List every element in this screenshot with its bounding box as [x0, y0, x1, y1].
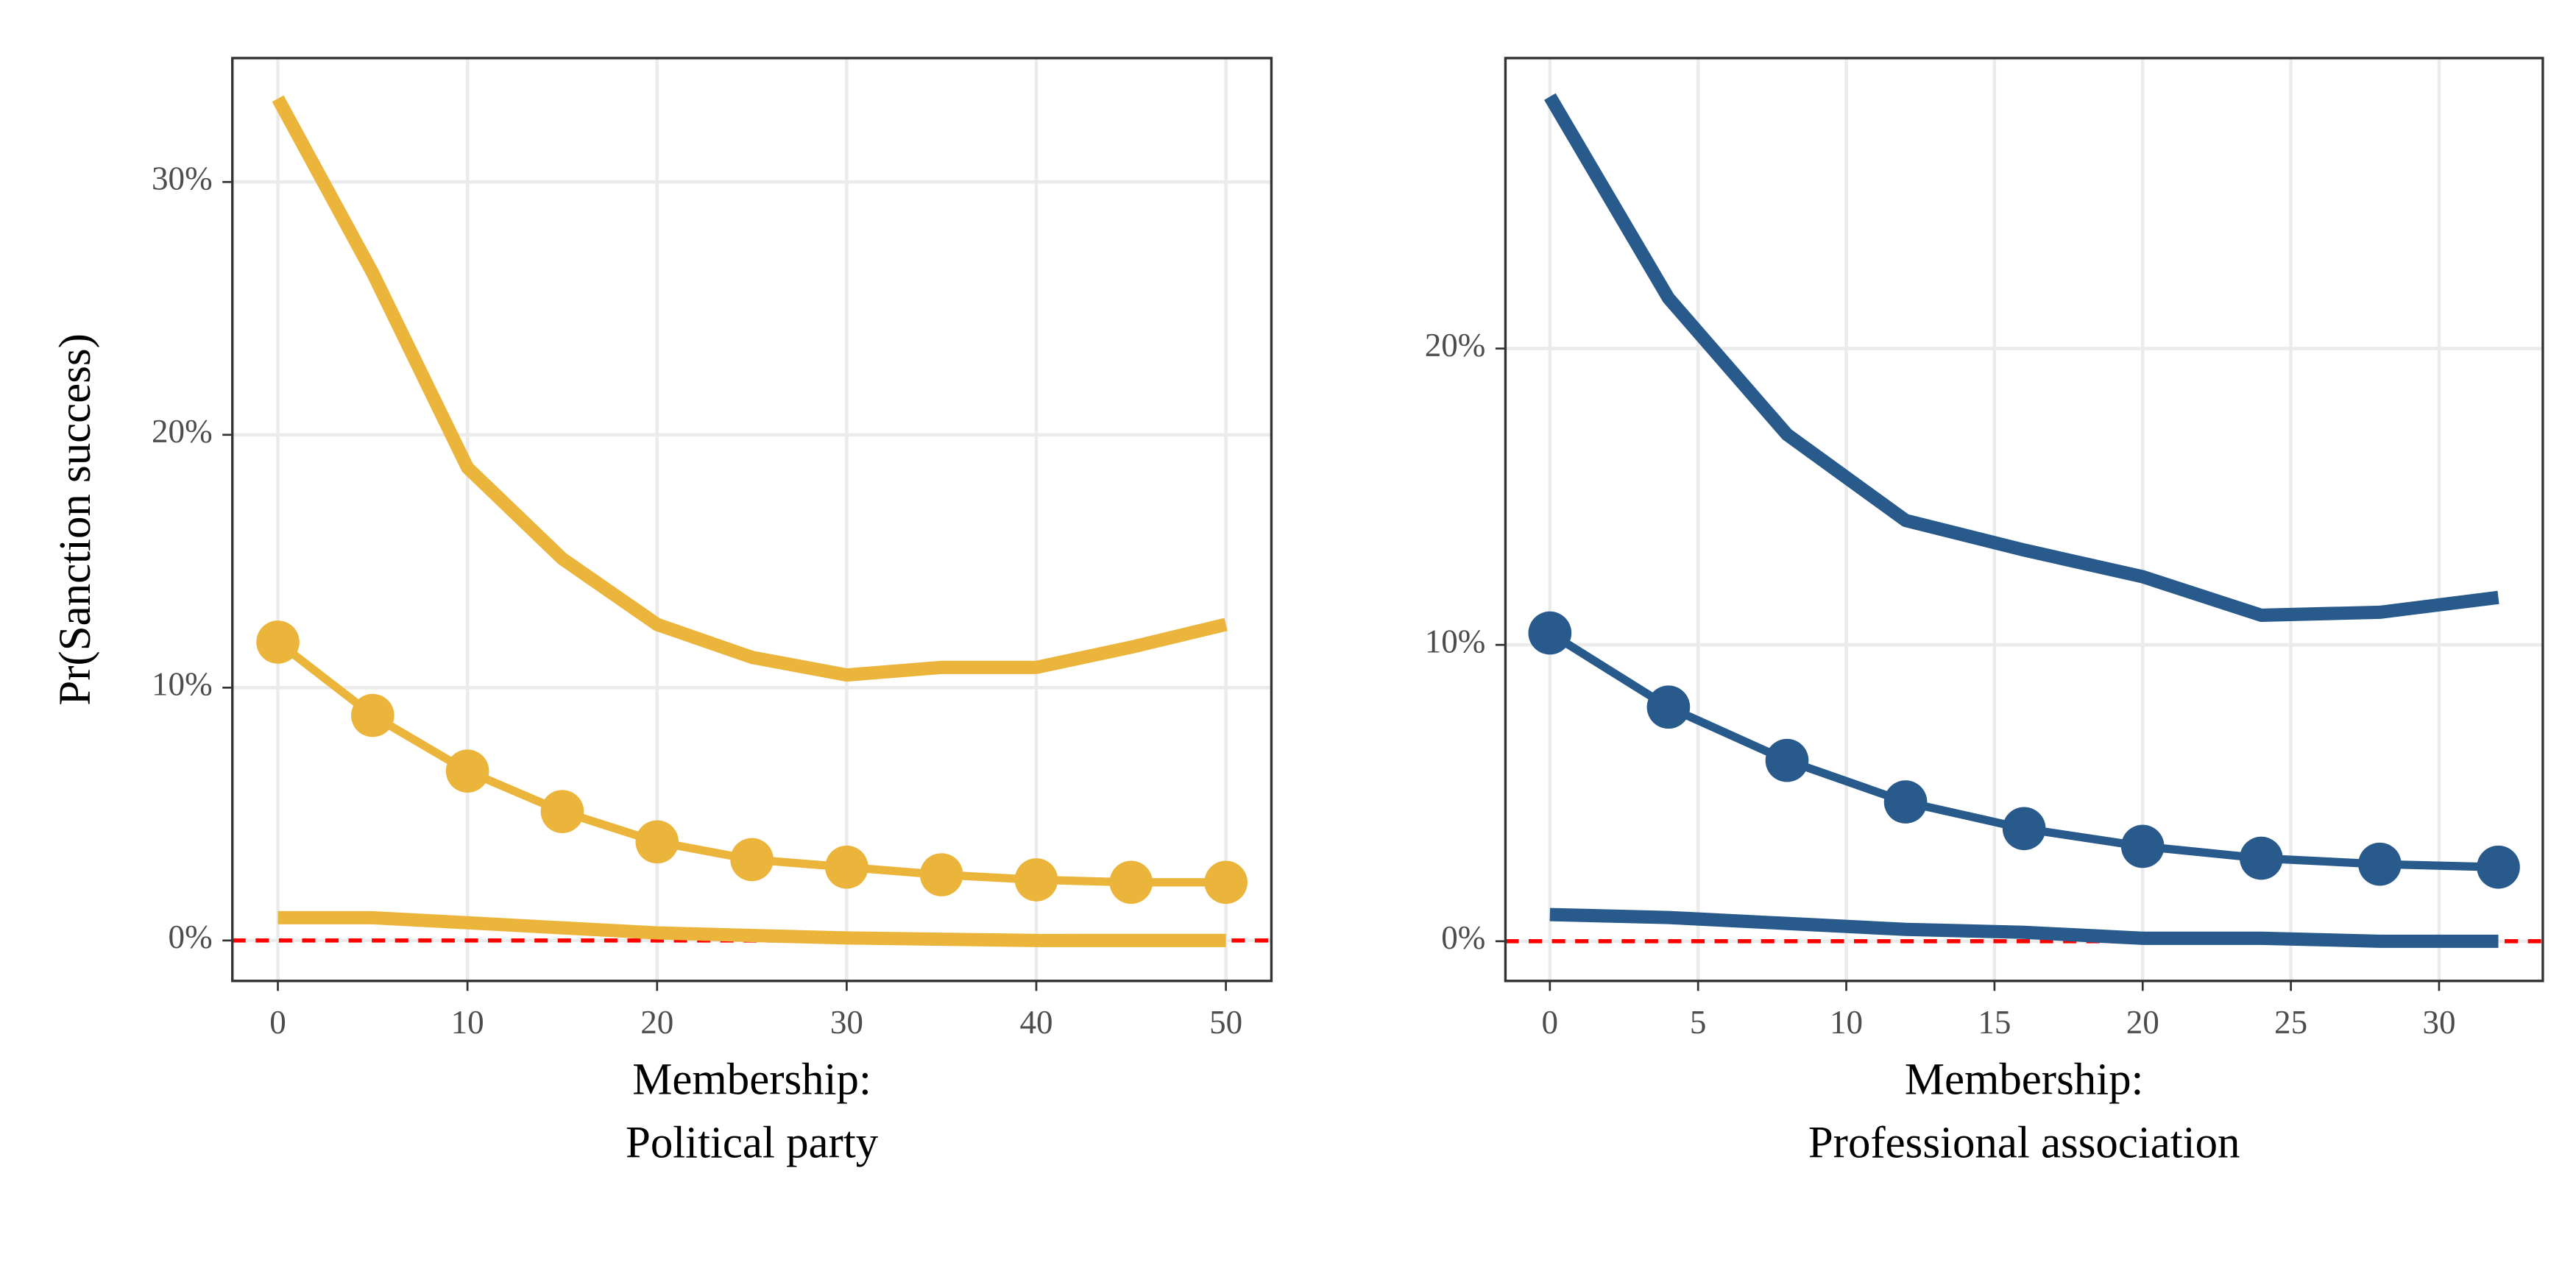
data-point: [1109, 860, 1153, 905]
panel: 0% 10% 20% 0 5 10 15 20 25 30 Membership: Professio…: [1425, 57, 2544, 1167]
plot-background: [232, 57, 1272, 981]
data-point: [1528, 611, 1572, 655]
x-tick-label: 50: [1209, 1004, 1242, 1041]
y-tick-label: 10%: [1425, 623, 1486, 660]
data-point: [256, 620, 300, 664]
series-line: [1549, 907, 2499, 948]
x-tick-label: 0: [1542, 1004, 1559, 1041]
series-line: [272, 95, 1228, 682]
data-point: [825, 845, 868, 889]
data-point: [540, 790, 584, 833]
plot-border: [231, 57, 1273, 983]
x-tick-label: 5: [1690, 1004, 1707, 1041]
x-tick-label: 30: [830, 1004, 863, 1041]
y-tick-label: 0%: [1441, 919, 1485, 956]
x-tick-label: 40: [1019, 1004, 1052, 1041]
x-tick-label: 10: [1830, 1004, 1863, 1041]
panel: 0% 10% 20% 30% 0 10 20 30 40 50 Membership: Politic…: [51, 57, 1273, 1167]
data-point: [635, 820, 679, 864]
data-point: [1765, 738, 1809, 782]
data-point: [1646, 685, 1691, 729]
x-axis-label: Political party: [626, 1118, 879, 1167]
series-line: [277, 910, 1226, 947]
data-point: [1014, 858, 1058, 902]
x-tick-label: 20: [2126, 1004, 2159, 1041]
x-tick-label: 15: [1978, 1004, 2011, 1041]
x-axis-label: Membership:: [1905, 1055, 2144, 1105]
x-tick-label: 0: [269, 1004, 286, 1041]
data-point: [2358, 842, 2402, 886]
data-point: [445, 749, 489, 793]
x-axis-label: Professional association: [1808, 1118, 2240, 1167]
y-tick-label: 0%: [169, 919, 213, 955]
data-point: [1883, 780, 1928, 824]
y-tick-label: 30%: [152, 160, 213, 197]
x-tick-label: 20: [640, 1004, 673, 1041]
data-point: [1204, 860, 1248, 905]
y-tick-label: 20%: [1425, 327, 1486, 364]
data-point: [2240, 836, 2283, 880]
data-point: [351, 693, 394, 737]
x-tick-label: 25: [2274, 1004, 2307, 1041]
x-tick-label: 30: [2422, 1004, 2455, 1041]
data-point: [919, 853, 963, 896]
series-line: [1544, 93, 2499, 622]
y-axis-label: Pr(Sanction success): [51, 333, 100, 706]
x-tick-label: 10: [451, 1004, 484, 1041]
x-axis-label: Membership:: [632, 1055, 871, 1105]
data-point: [2002, 807, 2046, 851]
data-point: [730, 838, 774, 882]
data-point: [2120, 824, 2165, 868]
data-point: [2477, 845, 2520, 889]
y-tick-label: 10%: [152, 666, 213, 703]
y-tick-label: 20%: [152, 413, 213, 450]
plot-border: [1504, 57, 2544, 983]
